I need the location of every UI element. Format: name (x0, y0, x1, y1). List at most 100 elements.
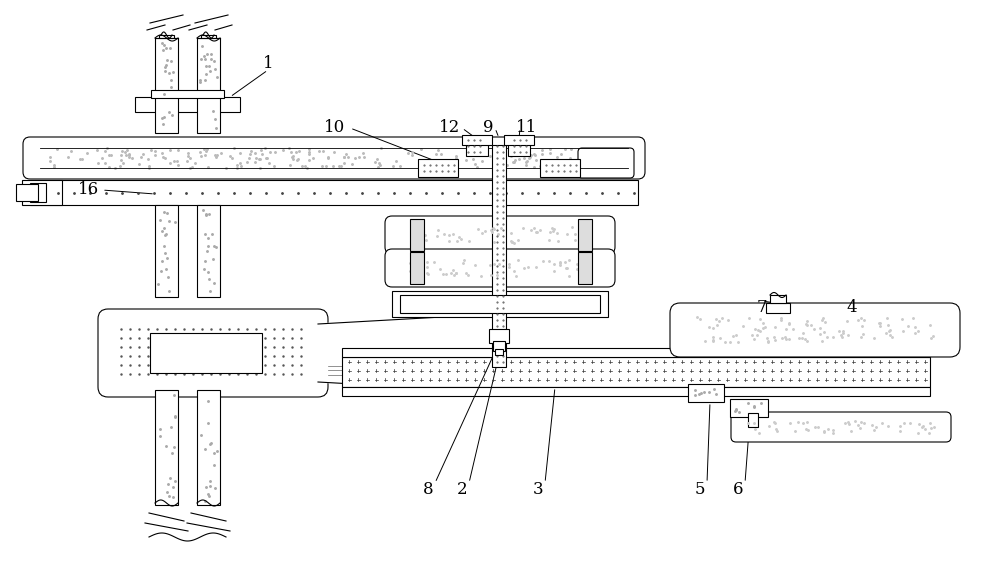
Point (803, 320, 819, 329)
Point (113, 155, 129, 164)
Point (503, 236, 519, 245)
Point (198, 62, 214, 71)
Bar (410, 252, 424, 284)
Point (799, 337, 815, 346)
Point (232, 158, 248, 167)
Point (325, 162, 341, 171)
Point (333, 162, 349, 171)
Point (448, 268, 464, 277)
Point (229, 160, 245, 170)
Point (198, 69, 214, 79)
Point (166, 442, 182, 451)
Text: 6: 6 (733, 481, 743, 498)
Point (797, 335, 813, 344)
Point (550, 237, 566, 246)
Point (596, 158, 612, 167)
Point (773, 314, 789, 323)
Point (760, 338, 776, 347)
Point (344, 160, 360, 169)
Text: 10: 10 (324, 120, 346, 137)
Point (810, 423, 826, 432)
Bar (22, 180, 62, 205)
Point (158, 230, 174, 239)
Point (159, 253, 175, 262)
Point (894, 314, 910, 323)
Point (301, 144, 317, 153)
Point (209, 151, 225, 160)
Point (546, 259, 562, 268)
Point (493, 151, 509, 160)
Point (46, 160, 62, 170)
Point (159, 55, 175, 64)
Point (781, 334, 797, 344)
Point (154, 257, 170, 266)
Point (799, 316, 815, 325)
Point (46, 163, 62, 172)
Point (882, 330, 898, 339)
Point (567, 230, 583, 239)
Point (162, 146, 178, 155)
Point (119, 146, 135, 155)
Point (790, 417, 806, 426)
Point (567, 236, 583, 245)
Point (461, 236, 477, 245)
Point (170, 160, 186, 170)
Point (728, 404, 744, 413)
Point (518, 160, 534, 170)
Point (606, 154, 622, 163)
Point (156, 207, 172, 216)
Point (285, 154, 301, 163)
Point (158, 442, 174, 451)
Point (161, 286, 177, 295)
Point (97, 146, 113, 155)
Point (197, 54, 213, 63)
Point (483, 225, 499, 234)
Point (825, 332, 841, 341)
Point (907, 322, 923, 331)
Point (89, 145, 105, 154)
Bar (770, 295, 786, 303)
Point (182, 163, 198, 172)
Point (492, 158, 508, 167)
Point (204, 229, 220, 238)
Bar (155, 205, 178, 297)
Point (542, 149, 558, 158)
Point (853, 332, 869, 341)
Point (697, 337, 713, 346)
Point (767, 323, 783, 332)
Point (907, 328, 923, 337)
Point (814, 316, 830, 325)
FancyBboxPatch shape (98, 309, 328, 397)
Point (795, 418, 811, 427)
Point (201, 274, 217, 283)
Point (816, 427, 832, 436)
Point (118, 151, 134, 160)
Text: 4: 4 (847, 298, 857, 315)
Point (563, 145, 579, 154)
Point (165, 67, 181, 76)
Point (413, 145, 429, 154)
Point (837, 419, 853, 428)
Point (549, 153, 565, 162)
Text: 16: 16 (77, 181, 99, 198)
Point (749, 331, 765, 340)
Point (469, 162, 485, 171)
Point (914, 423, 930, 432)
Point (311, 147, 327, 156)
Point (470, 225, 486, 234)
Point (233, 162, 249, 171)
Point (222, 151, 238, 160)
Point (546, 224, 562, 233)
Bar (135, 97, 240, 112)
Point (297, 162, 313, 171)
Point (562, 154, 578, 163)
Point (499, 161, 515, 170)
Point (160, 272, 176, 281)
Point (544, 224, 560, 233)
Point (153, 267, 169, 276)
Point (781, 320, 797, 329)
Point (465, 155, 481, 164)
Point (527, 151, 543, 160)
Point (759, 334, 775, 343)
Point (501, 259, 517, 268)
